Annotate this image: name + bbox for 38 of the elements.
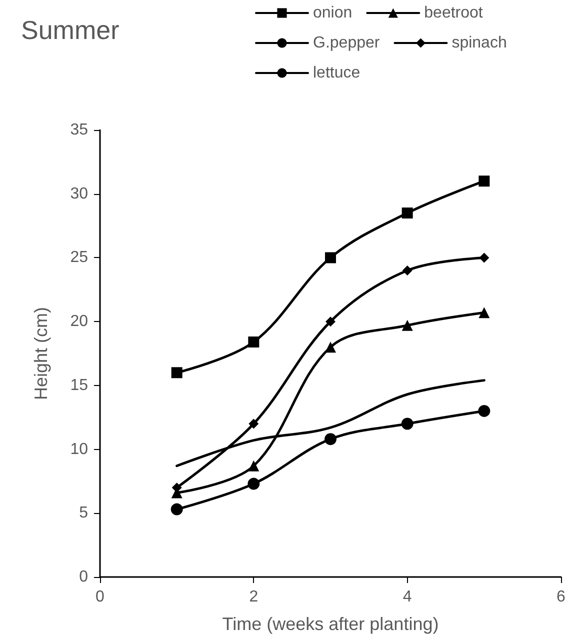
chart-title: Summer (21, 15, 120, 45)
x-tick-label: 2 (249, 588, 258, 606)
point (248, 478, 260, 490)
point (479, 252, 490, 263)
point (325, 252, 336, 264)
point (326, 316, 336, 327)
y-tick-label: 35 (70, 122, 88, 138)
legend-label: lettuce (313, 64, 360, 82)
x-axis-title: Time (weeks after planting) (222, 614, 439, 634)
legend-label: beetroot (424, 4, 484, 22)
point (402, 320, 413, 331)
x-tick-label: 4 (402, 588, 412, 606)
y-tick-label: 5 (79, 504, 88, 522)
point (324, 433, 336, 446)
point (478, 307, 490, 318)
y-tick-label: 15 (70, 376, 88, 394)
point (402, 208, 413, 219)
y-tick-label: 0 (79, 568, 88, 586)
point (478, 176, 490, 187)
y-tick-label: 20 (70, 313, 88, 330)
point (402, 265, 412, 276)
point (478, 404, 490, 417)
y-tick-label: 10 (70, 440, 88, 458)
legend-label: G.pepper (313, 34, 380, 52)
y-tick-label: 25 (70, 249, 88, 266)
point (248, 460, 260, 472)
point (248, 336, 260, 348)
y-tick-label: 30 (70, 185, 88, 202)
point (170, 503, 183, 516)
legend-label: onion (313, 4, 352, 22)
point (401, 418, 414, 430)
y-axis-title: Height (cm) (31, 306, 51, 400)
x-tick-label: 6 (556, 588, 566, 606)
point (248, 418, 259, 429)
x-tick-label: 0 (96, 588, 105, 606)
legend-label: spinach (452, 34, 507, 52)
point (171, 367, 182, 378)
point (325, 342, 336, 353)
